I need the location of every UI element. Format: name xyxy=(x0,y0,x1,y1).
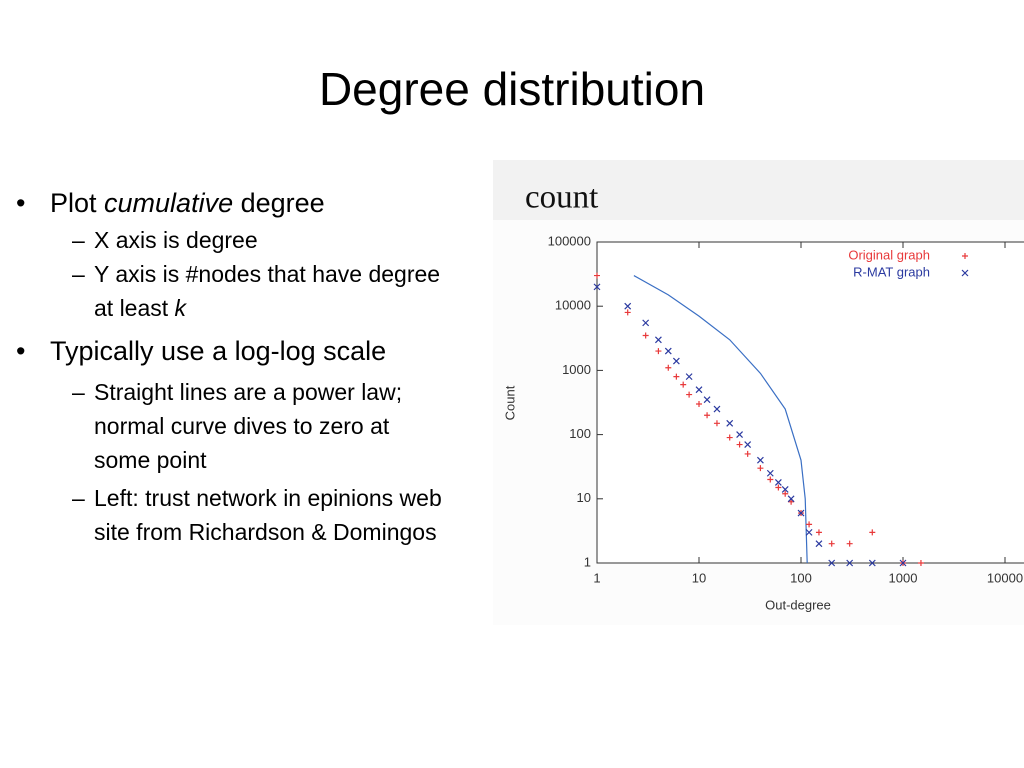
point xyxy=(815,529,822,536)
y-tick-label: 10000 xyxy=(555,298,591,313)
point xyxy=(775,484,782,491)
point xyxy=(788,498,795,505)
point xyxy=(593,283,601,291)
point xyxy=(869,529,876,536)
text: degree xyxy=(233,188,325,218)
bullet-list: Plot cumulative degree X axis is degree … xyxy=(14,183,444,549)
point xyxy=(846,540,853,547)
sub-bullet: Straight lines are a power law; normal c… xyxy=(14,375,444,477)
point xyxy=(767,476,774,483)
point xyxy=(917,560,924,566)
point xyxy=(806,521,813,528)
y-axis-label: Count xyxy=(502,385,517,420)
point xyxy=(642,332,649,339)
y-tick-label: 100000 xyxy=(548,233,591,248)
point xyxy=(685,373,693,381)
point xyxy=(594,272,600,279)
point xyxy=(664,347,672,355)
point xyxy=(624,302,632,310)
point xyxy=(766,469,774,477)
text: X axis is degree xyxy=(94,227,258,253)
x-tick-label: 1000 xyxy=(889,570,918,585)
chart: count Out-degree Count 1 10 100 1000 10000 1 1… xyxy=(493,160,1024,625)
text: Y axis is #nodes that have degree at lea… xyxy=(94,261,441,321)
curve xyxy=(633,275,808,564)
chart-background xyxy=(493,160,1024,220)
point xyxy=(797,509,805,517)
x-tick-label: 100 xyxy=(790,570,812,585)
legend-marker xyxy=(961,269,969,277)
point xyxy=(781,485,789,493)
legend-label: R-MAT graph xyxy=(853,264,930,279)
point xyxy=(757,465,764,472)
text: Left: trust network in epinions web site… xyxy=(94,485,442,545)
point xyxy=(713,420,720,427)
point xyxy=(787,495,795,503)
sub-bullet: X axis is degree xyxy=(14,223,444,257)
point xyxy=(868,559,876,567)
emphasis: k xyxy=(174,295,187,321)
x-tick-label: 1 xyxy=(593,570,600,585)
x-tick-label: 10000 xyxy=(987,570,1023,585)
x-tick-label: 10 xyxy=(692,570,706,585)
point xyxy=(774,478,782,486)
point xyxy=(899,559,907,567)
text: Typically use a log-log scale xyxy=(50,336,387,366)
point xyxy=(665,364,672,371)
slide-title: Degree distribution xyxy=(318,63,706,115)
y-tick-label: 1 xyxy=(584,554,591,569)
point xyxy=(726,434,733,441)
point xyxy=(695,386,703,394)
point xyxy=(756,456,764,464)
point xyxy=(703,396,711,404)
chart-caption: count xyxy=(525,180,598,216)
point xyxy=(828,559,836,567)
point xyxy=(672,357,680,365)
bullet: Typically use a log-log scale Straight l… xyxy=(14,331,444,549)
point xyxy=(654,336,662,344)
point xyxy=(828,540,835,547)
point xyxy=(642,319,650,327)
point xyxy=(782,490,789,497)
point xyxy=(736,431,744,439)
text: Plot xyxy=(50,188,105,218)
text: Straight lines are a power law; normal c… xyxy=(94,379,403,473)
bullet: Plot cumulative degree X axis is degree … xyxy=(14,183,444,325)
legend-marker xyxy=(962,253,968,259)
point xyxy=(655,348,662,355)
point xyxy=(726,419,734,427)
point xyxy=(673,373,680,380)
point xyxy=(713,405,721,413)
point xyxy=(680,381,687,388)
point xyxy=(805,528,813,536)
y-tick-label: 1000 xyxy=(562,362,591,377)
point xyxy=(744,441,752,448)
y-tick-label: 10 xyxy=(577,490,591,505)
point xyxy=(704,412,711,419)
point xyxy=(815,540,823,548)
x-axis-label: Out-degree xyxy=(765,597,831,612)
point xyxy=(686,391,693,398)
point xyxy=(744,450,751,457)
emphasis: cumulative xyxy=(104,188,234,218)
sub-bullet: Y axis is #nodes that have degree at lea… xyxy=(14,257,444,325)
point xyxy=(624,309,631,316)
sub-bullet: Left: trust network in epinions web site… xyxy=(14,481,444,549)
point xyxy=(696,400,702,407)
point xyxy=(846,559,854,567)
legend-label: Original graph xyxy=(848,247,930,262)
point xyxy=(736,441,743,448)
y-tick-label: 100 xyxy=(569,426,591,441)
